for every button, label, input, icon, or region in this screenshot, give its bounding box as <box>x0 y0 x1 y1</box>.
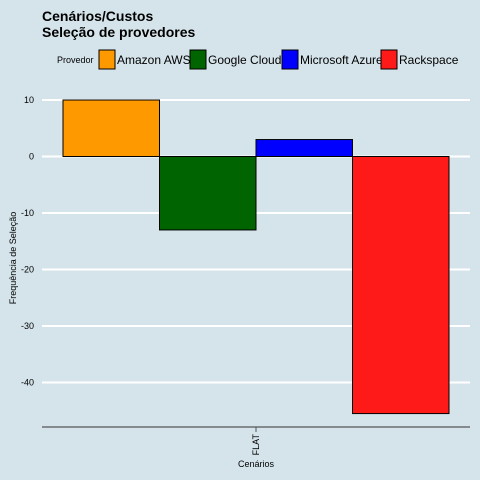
legend-item: Google Cloud <box>189 49 281 70</box>
x-tick-label: FLAT <box>251 434 261 456</box>
legend-label: Rackspace <box>399 53 459 67</box>
y-tick-label: -20 <box>21 265 34 275</box>
legend-key <box>281 49 299 70</box>
x-axis-title: Cenários <box>238 459 275 469</box>
chart-subtitle: Seleção de provedores <box>42 24 196 40</box>
legend-title: Provedor <box>57 55 94 65</box>
bars <box>62 99 450 415</box>
legend-item: Microsoft Azure <box>281 49 383 70</box>
bar-google-cloud <box>159 156 257 231</box>
y-axis-title: Frequência de Seleção <box>8 212 18 305</box>
y-tick-label: -30 <box>21 321 34 331</box>
legend-label: Google Cloud <box>208 53 281 67</box>
legend: Provedor Amazon AWS Google Cloud Microsoft… <box>57 49 459 70</box>
bar-rackspace <box>352 156 450 415</box>
legend-key <box>380 49 398 70</box>
bar-amazon-aws <box>62 99 160 157</box>
y-tick-label: 10 <box>24 95 34 105</box>
legend-item: Amazon AWS <box>98 49 191 70</box>
y-tick-label: -10 <box>21 208 34 218</box>
legend-key <box>189 49 207 70</box>
y-axis-ticks: 10 0 -10 -20 -30 -40 <box>21 95 34 388</box>
legend-item: Rackspace <box>380 49 459 70</box>
bar-microsoft-azure <box>255 139 353 158</box>
y-tick-label: -40 <box>21 378 34 388</box>
legend-key <box>98 49 116 70</box>
y-tick-label: 0 <box>29 152 34 162</box>
chart-title: Cenários/Custos <box>42 8 153 24</box>
legend-label: Amazon AWS <box>117 53 191 67</box>
legend-label: Microsoft Azure <box>300 53 383 67</box>
